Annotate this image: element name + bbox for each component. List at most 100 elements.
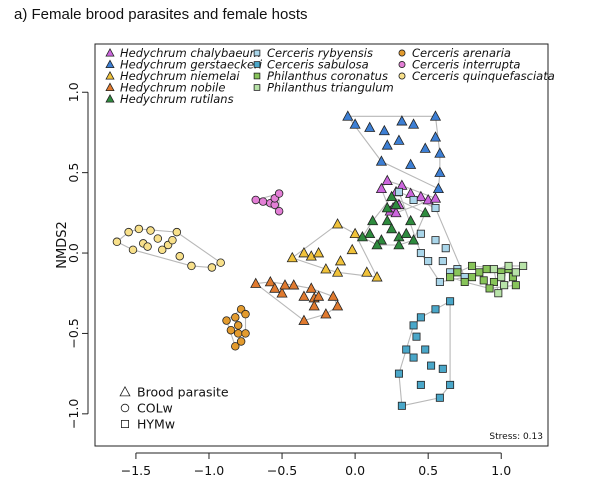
point-cerceris-arenaria: [222, 316, 231, 325]
point-hedychrum-nobile: [279, 279, 291, 290]
y-tick-label: −0.5: [66, 318, 81, 348]
point-cerceris-quinquefasciata: [153, 234, 163, 243]
legend-marker-hedychrum-niemelai: [105, 71, 115, 80]
point-cerceris-sabulosa: [435, 393, 444, 402]
legend-marker-cerceris-arenaria: [398, 49, 406, 57]
point-hedychrum-rutilans: [405, 214, 417, 226]
point-hedychrum-rutilans: [375, 234, 388, 245]
plot-frame: [94, 43, 549, 447]
hull-cerceris-sabulosa: [398, 300, 451, 407]
shape-legend-label: Brood parasite: [137, 385, 229, 400]
point-cerceris-quinquefasciata: [157, 245, 167, 255]
point-cerceris-sabulosa: [397, 401, 406, 410]
chart-title: a) Female brood parasites and female hos…: [14, 6, 308, 23]
point-hedychrum-gerstaeckeri: [381, 139, 393, 150]
y-axis-title: NMDS2: [55, 221, 70, 268]
point-cerceris-quinquefasciata: [134, 224, 144, 234]
point-hedychrum-chalybaeum: [429, 192, 442, 203]
point-hedychrum-rutilans: [386, 222, 398, 234]
point-cerceris-quinquefasciata: [187, 261, 196, 271]
point-cerceris-rybyensis: [441, 244, 450, 253]
legend-label-philanthus-triangulum: Philanthus triangulum: [267, 81, 394, 95]
point-hedychrum-gerstaeckeri: [375, 155, 388, 166]
point-philanthus-triangulum: [519, 261, 528, 270]
legend-label-philanthus-coronatus: Philanthus coronatus: [267, 69, 388, 83]
legend-label-cerceris-sabulosa: Cerceris sabulosa: [267, 58, 369, 72]
point-hedychrum-rutilans: [407, 234, 420, 245]
point-philanthus-coronatus: [468, 273, 477, 282]
legend-label-cerceris-interrupta: Cerceris interrupta: [412, 58, 520, 72]
legend-marker-hedychrum-gerstaeckeri: [105, 59, 115, 69]
legend-marker-philanthus-triangulum: [253, 84, 261, 91]
point-hedychrum-nobile: [312, 290, 325, 301]
point-cerceris-arenaria: [241, 309, 250, 319]
shape-legend-label: COLw: [137, 401, 173, 416]
point-hedychrum-niemelai: [305, 250, 317, 261]
point-philanthus-triangulum: [500, 281, 509, 290]
point-cerceris-sabulosa: [446, 380, 455, 389]
point-cerceris-sabulosa: [421, 345, 430, 354]
x-tick-label: 1.0: [491, 463, 511, 478]
point-philanthus-coronatus: [460, 277, 469, 286]
point-cerceris-interrupta: [274, 207, 284, 216]
point-hedychrum-gerstaeckeri: [393, 134, 405, 145]
point-cerceris-quinquefasciata: [172, 227, 182, 237]
point-cerceris-quinquefasciata: [143, 242, 152, 251]
point-philanthus-triangulum: [497, 273, 506, 282]
point-hedychrum-niemelai: [331, 266, 344, 277]
point-hedychrum-nobile: [327, 290, 339, 301]
point-cerceris-quinquefasciata: [216, 258, 225, 267]
point-hedychrum-nobile: [250, 277, 262, 288]
x-tick-label: 0.5: [418, 463, 438, 478]
point-philanthus-coronatus: [479, 276, 488, 285]
point-hedychrum-chalybaeum: [415, 190, 427, 202]
legend-label-cerceris-arenaria: Cerceris arenaria: [412, 46, 511, 60]
point-hedychrum-gerstaeckeri: [405, 158, 417, 169]
point-cerceris-rybyensis: [438, 257, 447, 266]
point-hedychrum-niemelai: [312, 247, 325, 258]
point-hedychrum-rutilans: [390, 198, 402, 210]
point-hedychrum-gerstaeckeri: [434, 147, 446, 158]
point-hedychrum-rutilans: [381, 202, 393, 213]
point-cerceris-arenaria: [231, 342, 240, 351]
point-philanthus-coronatus: [468, 261, 477, 270]
point-cerceris-sabulosa: [427, 361, 436, 370]
point-philanthus-coronatus: [446, 273, 455, 282]
legend-marker-cerceris-quinquefasciata: [398, 72, 406, 80]
point-hedychrum-rutilans: [364, 227, 376, 239]
point-philanthus-triangulum: [489, 265, 498, 274]
point-hedychrum-gerstaeckeri: [364, 121, 376, 132]
point-hedychrum-rutilans: [356, 230, 369, 242]
point-hedychrum-gerstaeckeri: [378, 124, 390, 136]
legend-label-hedychrum-nobile: Hedychrum nobile: [120, 81, 225, 95]
point-hedychrum-rutilans: [371, 238, 383, 250]
point-hedychrum-nobile: [320, 308, 332, 319]
legend-marker-philanthus-coronatus: [253, 72, 261, 80]
point-philanthus-coronatus: [453, 268, 462, 277]
point-cerceris-arenaria: [241, 329, 250, 338]
point-cerceris-arenaria: [233, 329, 243, 338]
point-hedychrum-nobile: [298, 314, 310, 325]
point-hedychrum-chalybaeum: [390, 206, 402, 218]
point-cerceris-arenaria: [231, 313, 240, 322]
point-hedychrum-gerstaeckeri: [396, 115, 408, 126]
shape-legend-circle: [120, 403, 130, 413]
point-cerceris-sabulosa: [446, 297, 455, 306]
point-hedychrum-niemelai: [286, 251, 298, 263]
point-cerceris-quinquefasciata: [124, 227, 133, 237]
shape-legend-triangle: [119, 385, 131, 397]
point-philanthus-triangulum: [511, 268, 520, 277]
legend-marker-hedychrum-rutilans: [105, 94, 115, 103]
point-hedychrum-gerstaeckeri: [419, 142, 431, 153]
point-hedychrum-niemelai: [320, 263, 332, 274]
y-tick-label: 0.5: [66, 163, 81, 183]
point-cerceris-sabulosa: [431, 305, 440, 314]
point-hedychrum-niemelai: [361, 266, 373, 277]
x-tick-label: 0.0: [345, 463, 365, 478]
point-cerceris-rybyensis: [416, 229, 425, 238]
point-cerceris-sabulosa: [438, 364, 447, 373]
point-hedychrum-nobile: [288, 279, 300, 290]
point-hedychrum-nobile: [269, 282, 281, 293]
legend-marker-cerceris-rybyensis: [253, 49, 261, 57]
